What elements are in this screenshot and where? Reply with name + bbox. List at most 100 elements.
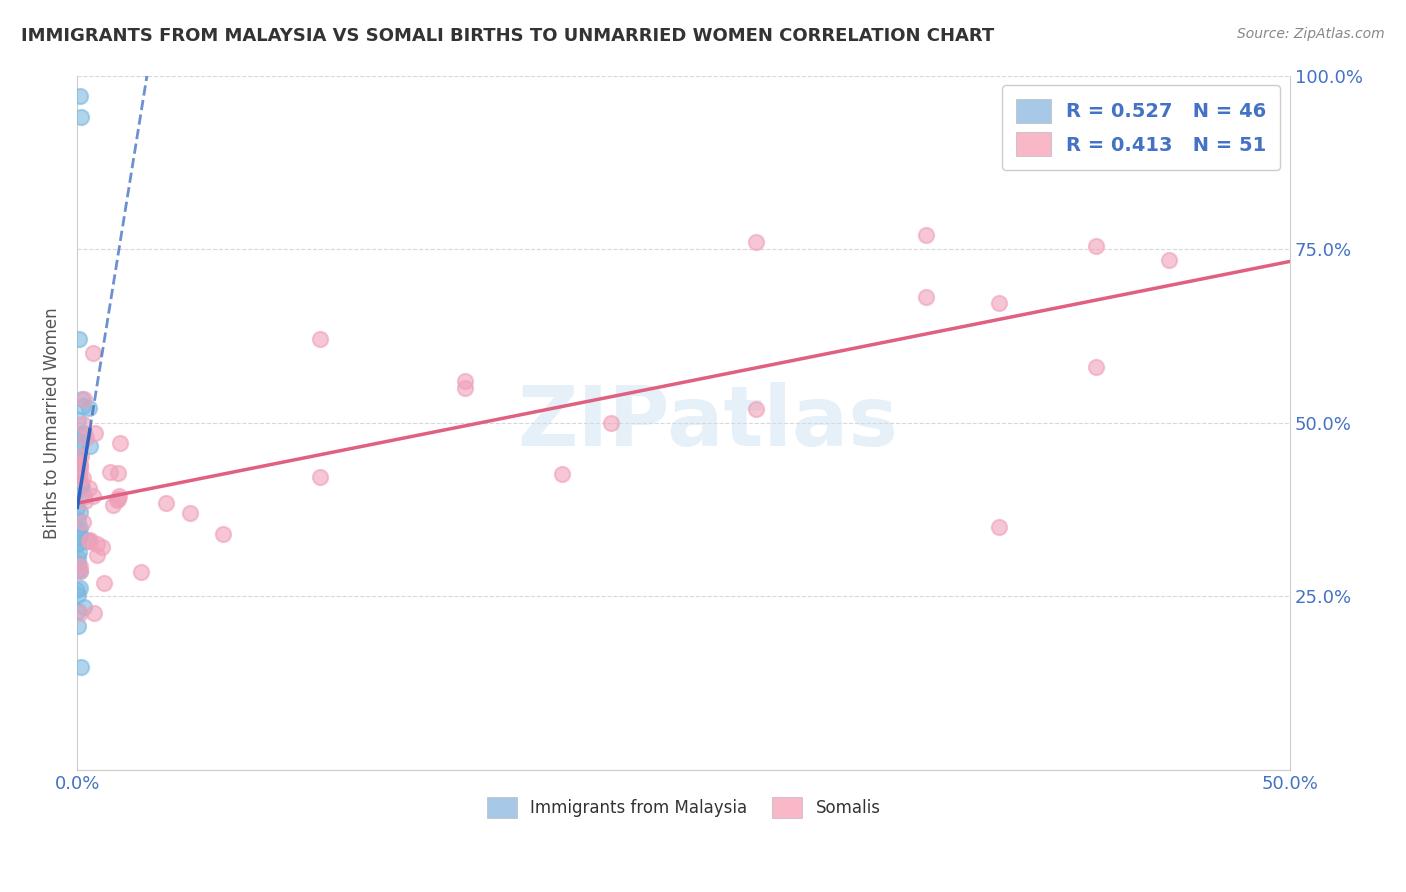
Point (91, 540, 114, 554)
Point (84, 425, 107, 440)
Point (79, 401, 101, 416)
Point (67, 619, 90, 633)
Point (100, 466, 122, 480)
Point (69, 477, 91, 491)
Point (107, 466, 129, 480)
Point (66, 500, 89, 515)
Point (67, 333, 90, 347)
Point (69, 458, 91, 473)
Point (69, 471, 91, 485)
Point (69, 480, 91, 494)
Point (73, 426, 96, 441)
Point (915, 290, 938, 304)
Point (66, 604, 89, 618)
Point (69, 458, 91, 472)
Point (66, 564, 89, 578)
Point (77, 534, 100, 549)
Point (915, 228, 938, 243)
Point (67, 439, 90, 453)
Point (69, 89, 91, 103)
Y-axis label: Births to Unmarried Women: Births to Unmarried Women (44, 307, 60, 539)
Point (82, 489, 104, 503)
Point (79, 439, 101, 453)
Point (745, 235, 768, 249)
Point (107, 491, 129, 506)
Point (69, 660, 91, 674)
Point (66, 588, 89, 602)
Point (79, 533, 101, 548)
Point (67, 483, 90, 497)
Point (69, 564, 91, 578)
Point (308, 469, 330, 483)
Point (179, 506, 201, 520)
Point (69, 607, 91, 621)
Point (105, 492, 128, 507)
Point (66, 582, 89, 597)
Point (72, 428, 94, 442)
Point (69, 462, 91, 476)
Point (66, 453, 89, 467)
Point (70, 449, 93, 463)
Point (82, 346, 104, 360)
Point (454, 381, 477, 395)
Point (1084, 238, 1107, 252)
Point (70, 392, 93, 407)
Text: Source: ZipAtlas.com: Source: ZipAtlas.com (1237, 27, 1385, 41)
Point (66, 557, 89, 571)
Point (72, 392, 94, 406)
Point (745, 401, 768, 416)
Point (72, 400, 94, 414)
Point (72, 471, 94, 485)
Point (211, 527, 233, 541)
Point (86, 537, 108, 551)
Point (86, 548, 108, 562)
Point (67, 468, 90, 483)
Point (73, 599, 96, 614)
Point (108, 435, 131, 450)
Text: ZIPatlas: ZIPatlas (517, 383, 898, 463)
Point (69, 505, 91, 519)
Point (101, 499, 124, 513)
Point (69, 110, 91, 124)
Point (72, 417, 94, 431)
Point (69, 477, 91, 491)
Point (69, 527, 91, 541)
Point (83, 606, 105, 620)
Point (70, 480, 93, 494)
Point (69, 435, 91, 450)
Point (454, 374, 477, 388)
Point (75, 494, 97, 508)
Point (69, 480, 91, 494)
Point (93, 576, 115, 591)
Point (308, 333, 330, 347)
Point (67, 545, 90, 559)
Point (79, 534, 101, 549)
Point (155, 496, 177, 510)
Point (66, 536, 89, 550)
Point (66, 450, 89, 465)
Point (69, 564, 91, 578)
Point (67, 537, 90, 551)
Point (987, 296, 1010, 310)
Point (66, 523, 89, 537)
Point (599, 416, 621, 430)
Point (69, 581, 91, 595)
Point (69, 558, 91, 573)
Point (66, 460, 89, 475)
Point (75, 431, 97, 445)
Point (66, 529, 89, 543)
Point (1084, 360, 1107, 375)
Point (108, 490, 131, 504)
Point (67, 413, 90, 427)
Text: IMMIGRANTS FROM MALAYSIA VS SOMALI BIRTHS TO UNMARRIED WOMEN CORRELATION CHART: IMMIGRANTS FROM MALAYSIA VS SOMALI BIRTH… (21, 27, 994, 45)
Point (77, 481, 100, 495)
Point (1157, 253, 1180, 268)
Point (69, 521, 91, 535)
Point (67, 551, 90, 566)
Point (72, 515, 94, 529)
Point (67, 513, 90, 527)
Point (72, 489, 94, 503)
Point (987, 520, 1010, 534)
Point (551, 467, 574, 481)
Point (129, 565, 152, 579)
